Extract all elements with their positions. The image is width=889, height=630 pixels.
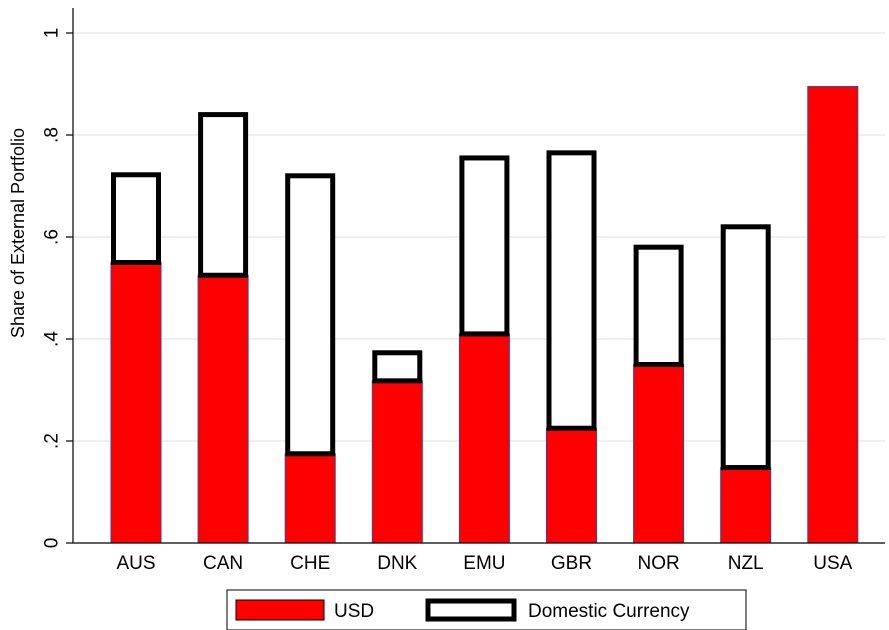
bar-domestic-nzl — [720, 224, 771, 471]
bar-usd-can — [197, 274, 249, 544]
x-tick-label-gbr: GBR — [551, 553, 592, 574]
y-tick-label-4: .8 — [42, 127, 63, 143]
y-tick-label-5: 1 — [42, 28, 63, 39]
y-axis-title: Share of External Portfolio — [8, 128, 28, 338]
x-tick-label-aus: AUS — [116, 553, 155, 574]
bar-usd-dnk — [371, 380, 423, 544]
bar-usd-nor — [633, 364, 685, 544]
y-tick-label-3: .6 — [42, 229, 63, 245]
legend-label-usd: USD — [334, 601, 374, 622]
legend-label-domestic-currency: Domestic Currency — [528, 601, 690, 622]
y-tick-label-1: .2 — [42, 433, 63, 449]
x-tick-label-emu: EMU — [463, 553, 505, 574]
bar-domestic-dnk — [372, 350, 423, 384]
x-tick-label-nzl: NZL — [728, 553, 764, 574]
bar-domestic-aus — [111, 172, 161, 265]
bar-usd-nzl — [720, 467, 772, 544]
bar-domestic-gbr — [546, 150, 597, 431]
x-tick-label-dnk: DNK — [377, 553, 417, 574]
bar-usd-usa — [807, 86, 859, 544]
legend-swatch-domestic-currency — [425, 598, 517, 622]
y-axis: 0 .2 .4 .6 .8 1 — [42, 8, 74, 548]
legend-swatch-usd — [235, 599, 325, 621]
y-tick-label-2: .4 — [42, 331, 63, 347]
bar-domestic-che — [285, 173, 336, 457]
bar-usd-aus — [110, 262, 162, 544]
bars — [110, 86, 859, 544]
bar-usd-gbr — [546, 427, 597, 544]
bar-usd-emu — [458, 333, 510, 544]
y-tick-label-0: 0 — [42, 538, 63, 549]
x-tick-label-can: CAN — [203, 553, 243, 574]
x-tick-label-che: CHE — [290, 553, 330, 574]
x-tick-label-nor: NOR — [637, 553, 679, 574]
bar-domestic-can — [198, 112, 249, 278]
bar-domestic-nor — [633, 244, 684, 367]
x-tick-label-usa: USA — [813, 553, 852, 574]
legend: USD Domestic Currency — [226, 589, 747, 630]
x-axis: AUS CAN CHE DNK EMU GBR NOR NZL USA — [73, 542, 885, 574]
bar-usd-che — [284, 453, 336, 544]
bar-domestic-emu — [459, 155, 510, 337]
